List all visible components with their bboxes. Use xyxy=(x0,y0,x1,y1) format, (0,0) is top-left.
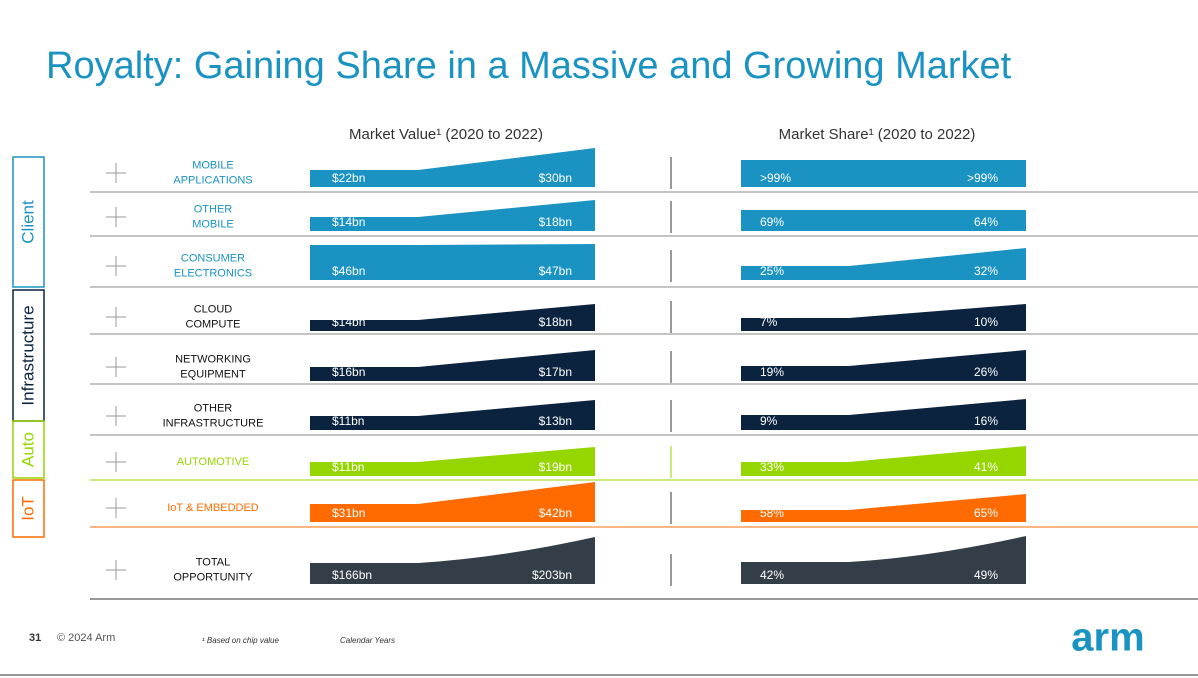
value-label: 7% xyxy=(760,315,778,329)
area-shape xyxy=(310,482,595,522)
value-label: 42% xyxy=(760,568,784,582)
area-shape xyxy=(741,536,1026,584)
row-label: TOTAL xyxy=(196,556,230,568)
value-label: 33% xyxy=(760,460,784,474)
value-label: $11bn xyxy=(332,414,364,428)
plus-icon xyxy=(106,256,126,276)
value-label: 69% xyxy=(760,215,784,229)
value-label: $30bn xyxy=(539,171,572,185)
value-label: 64% xyxy=(974,215,998,229)
row-label: INFRASTRUCTURE xyxy=(163,417,264,429)
plus-icon xyxy=(106,357,126,377)
value-label: 58% xyxy=(760,506,784,520)
value-label: $31bn xyxy=(332,506,365,520)
row-label: CONSUMER xyxy=(181,252,245,264)
plus-icon xyxy=(106,560,126,580)
area-shape xyxy=(310,304,595,331)
segment-box xyxy=(12,156,45,288)
row-label: MOBILE xyxy=(192,159,234,171)
value-label: $19bn xyxy=(539,460,572,474)
plus-icon xyxy=(106,307,126,327)
row-label: NETWORKING xyxy=(175,353,251,365)
area-shape xyxy=(310,148,595,187)
row-label: OTHER xyxy=(194,203,233,215)
plus-icon xyxy=(106,207,126,227)
value-label: >99% xyxy=(967,171,998,185)
area-shape xyxy=(310,447,595,476)
row-label: AUTOMOTIVE xyxy=(177,456,250,468)
title: Royalty: Gaining Share in a Massive and … xyxy=(46,45,1012,87)
area-shape xyxy=(741,160,1026,187)
area-shape xyxy=(741,350,1026,381)
plus-icon xyxy=(106,163,126,183)
value-label: $166bn xyxy=(332,568,372,582)
value-label: $18bn xyxy=(539,315,572,329)
segment-label: Client xyxy=(18,200,37,244)
area-shape xyxy=(741,494,1026,522)
value-label: 32% xyxy=(974,264,998,278)
segment-label: IoT xyxy=(18,496,37,521)
value-label: $11bn xyxy=(332,460,364,474)
segment-box xyxy=(12,479,45,538)
area-shape xyxy=(310,400,595,430)
value-label: $16bn xyxy=(332,365,365,379)
area-shape xyxy=(741,399,1026,430)
area-shape xyxy=(741,304,1026,331)
value-label: $17bn xyxy=(539,365,572,379)
area-shape xyxy=(741,446,1026,476)
logo: arm xyxy=(1071,616,1144,660)
value-label: $42bn xyxy=(539,506,572,520)
value-label: 10% xyxy=(974,315,998,329)
value-label: $18bn xyxy=(539,215,572,229)
value-label: 19% xyxy=(760,365,784,379)
value-label: 65% xyxy=(974,506,998,520)
segment-label: Infrastructure xyxy=(18,305,37,405)
row-label: APPLICATIONS xyxy=(173,174,252,186)
value-label: 9% xyxy=(760,414,778,428)
footnote: Calendar Years xyxy=(340,636,395,645)
value-label: 16% xyxy=(974,414,998,428)
row-label: CLOUD xyxy=(194,303,233,315)
area-shape xyxy=(310,537,595,584)
value-label: $46bn xyxy=(332,264,365,278)
row-label: OTHER xyxy=(194,402,233,414)
value-label: $47bn xyxy=(539,264,572,278)
segment-label: Auto xyxy=(18,432,37,467)
footnote: ¹ Based on chip value xyxy=(202,636,279,645)
value-label: $14bn xyxy=(332,215,365,229)
plus-icon xyxy=(106,498,126,518)
value-label: 26% xyxy=(974,365,998,379)
value-label: $22bn xyxy=(332,171,365,185)
area-shape xyxy=(741,210,1026,231)
row-label: OPPORTUNITY xyxy=(173,571,253,583)
area-shape xyxy=(310,244,595,280)
value-label: $14bn xyxy=(332,315,365,329)
value-label: $203bn xyxy=(532,568,572,582)
area-shape xyxy=(310,200,595,231)
plus-icon xyxy=(106,406,126,426)
row-label: IoT & EMBEDDED xyxy=(167,502,259,514)
value-label: 49% xyxy=(974,568,998,582)
area-shape xyxy=(741,248,1026,280)
value-label: 41% xyxy=(974,460,998,474)
row-label: COMPUTE xyxy=(186,318,241,330)
page-number: 31 xyxy=(29,632,41,644)
area-shape xyxy=(310,350,595,381)
value-header: Market Value¹ (2020 to 2022) xyxy=(349,126,543,143)
copyright: © 2024 Arm xyxy=(57,632,115,644)
plus-icon xyxy=(106,452,126,472)
value-label: >99% xyxy=(760,171,791,185)
value-label: 25% xyxy=(760,264,784,278)
row-label: ELECTRONICS xyxy=(174,267,252,279)
row-label: EQUIPMENT xyxy=(180,368,246,380)
segment-box xyxy=(12,420,45,479)
value-label: $13bn xyxy=(539,414,572,428)
row-label: MOBILE xyxy=(192,218,234,230)
share-header: Market Share¹ (2020 to 2022) xyxy=(779,126,976,143)
